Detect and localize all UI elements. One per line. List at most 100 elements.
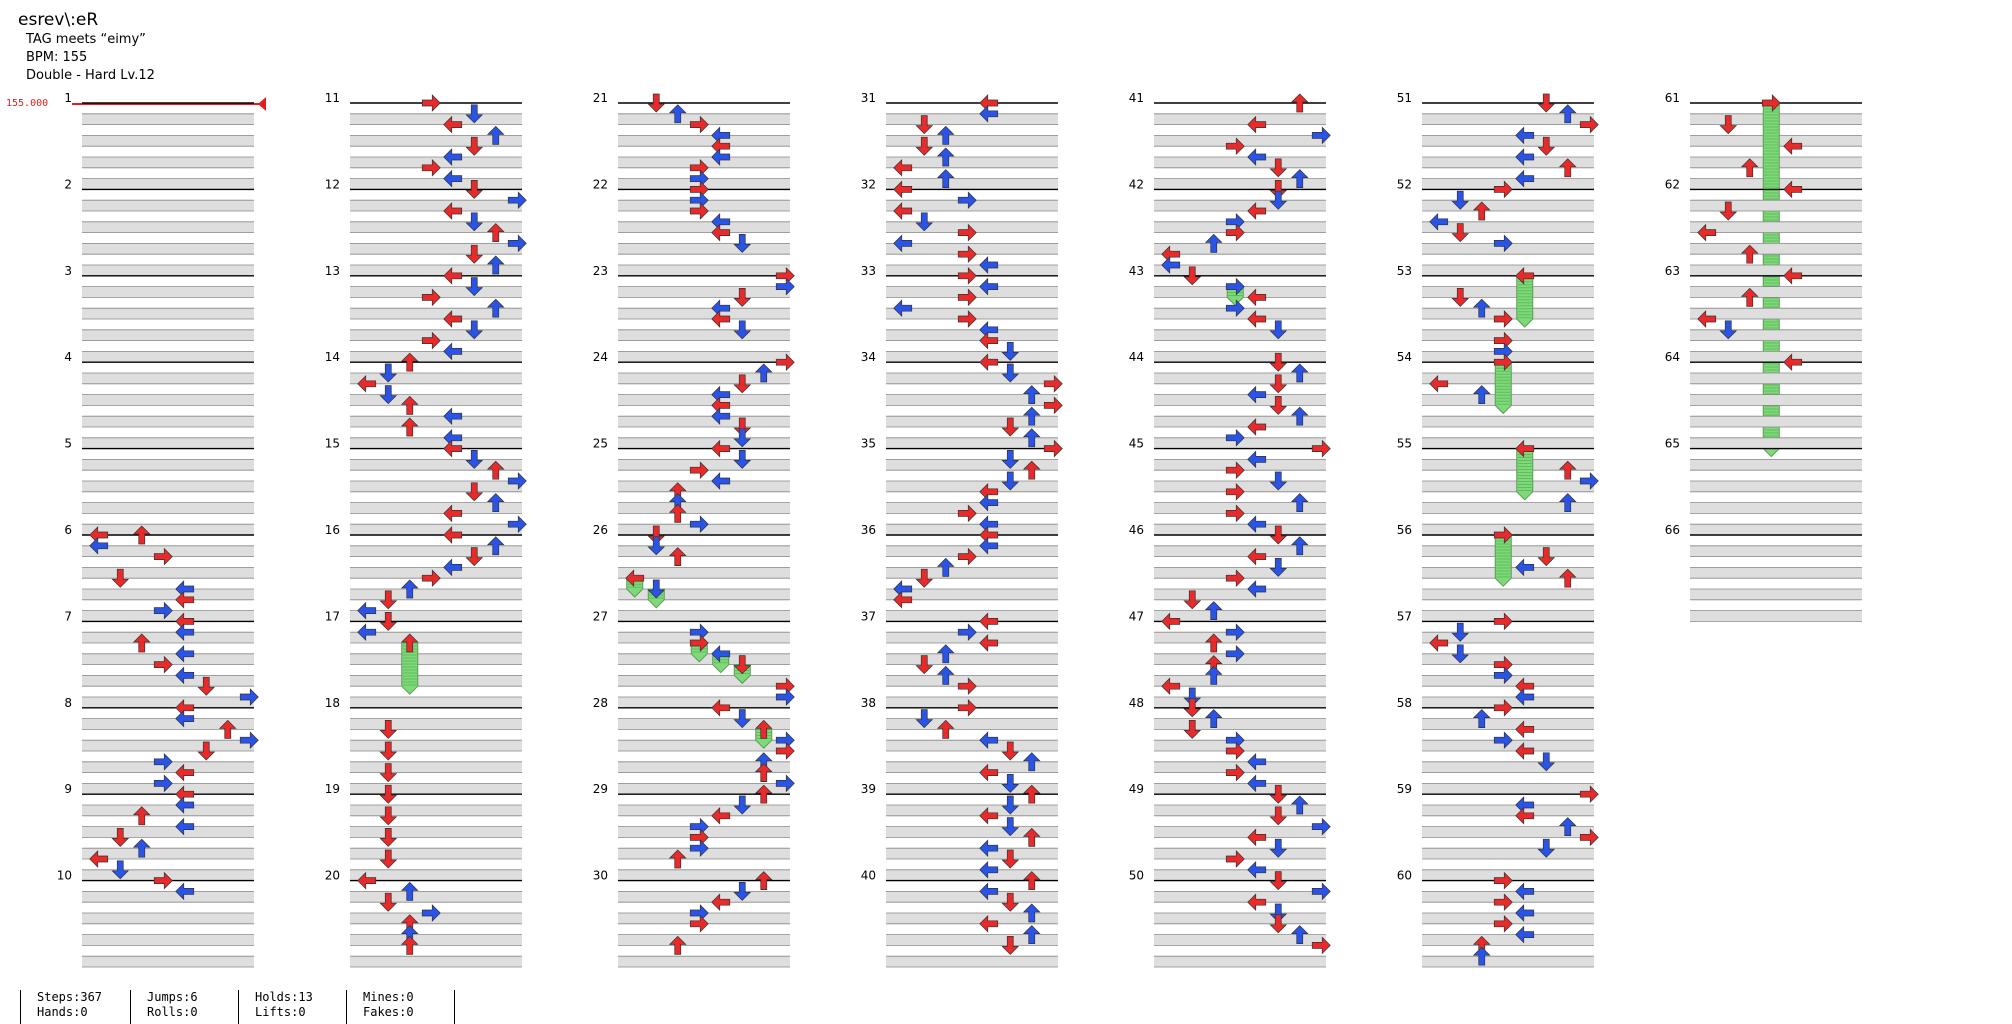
beat-band — [350, 243, 522, 255]
beat-band — [350, 394, 522, 406]
beat-band — [618, 135, 790, 147]
beat-band — [82, 783, 254, 795]
arrow-down-icon — [733, 288, 752, 307]
beat-band — [1154, 869, 1326, 881]
arrow-right-icon — [1043, 396, 1063, 415]
arrow-down-icon — [733, 428, 752, 448]
beat-band — [1422, 826, 1594, 838]
arrow-down-icon — [379, 720, 398, 739]
beat-band — [82, 891, 254, 903]
arrow-left-icon — [1247, 893, 1267, 912]
arrow-up-icon — [1290, 795, 1309, 815]
arrow-right-icon — [957, 547, 977, 566]
arrow-left-icon — [1515, 439, 1535, 458]
beat-band — [1154, 589, 1326, 600]
measure-number: 12 — [325, 177, 340, 191]
beat-band — [618, 157, 790, 168]
arrow-down-icon — [465, 482, 484, 502]
beat-band — [350, 675, 522, 687]
beat-band — [618, 610, 790, 622]
arrow-right-icon — [775, 688, 795, 706]
beat-band — [1690, 567, 1862, 579]
beat-band — [1690, 502, 1862, 514]
rolls-stat: Rolls:0 — [147, 1005, 198, 1019]
arrow-right-icon — [1225, 742, 1245, 760]
arrow-left-icon — [893, 202, 913, 220]
arrow-up-icon — [668, 849, 687, 869]
arrow-down-icon — [915, 655, 934, 675]
beat-band — [618, 178, 790, 190]
arrow-down-icon — [915, 136, 934, 156]
arrow-up-icon — [400, 395, 419, 415]
arrow-right-icon — [957, 288, 977, 307]
arrow-down-icon — [733, 709, 752, 729]
arrow-left-icon — [175, 644, 195, 663]
arrow-left-icon — [1247, 148, 1267, 166]
beat-band — [1154, 956, 1326, 967]
arrow-left-icon — [711, 439, 731, 458]
arrow-down-icon — [1001, 342, 1020, 361]
arrow-down-icon — [379, 612, 398, 631]
bpm-change-marker: 155.000 — [6, 98, 49, 109]
beat-band — [886, 437, 1058, 449]
arrow-left-icon — [443, 266, 463, 285]
arrow-right-icon — [1493, 731, 1513, 750]
beat-band — [350, 221, 522, 233]
arrow-up-icon — [400, 935, 419, 955]
measure-number: 57 — [1397, 609, 1412, 623]
arrow-left-icon — [979, 612, 999, 631]
measure-number: 38 — [861, 696, 876, 710]
beat-band — [350, 956, 522, 967]
arrow-right-icon — [1043, 374, 1063, 393]
beat-band — [82, 221, 254, 233]
measure-number: 51 — [1397, 91, 1412, 105]
beat-band — [1154, 157, 1326, 168]
measure-number: 35 — [861, 437, 876, 451]
arrow-right-icon — [1225, 299, 1245, 318]
measure-number: 18 — [325, 696, 340, 710]
arrow-right-icon — [153, 871, 173, 890]
measure-number: 48 — [1129, 696, 1144, 710]
beat-band — [350, 437, 522, 449]
arrow-left-icon — [893, 234, 913, 253]
arrow-left-icon — [1247, 860, 1267, 879]
beat-band — [1422, 718, 1594, 730]
arrow-left-icon — [175, 796, 195, 814]
arrow-right-icon — [1225, 644, 1245, 663]
arrow-up-icon — [1472, 946, 1491, 966]
arrow-left-icon — [1697, 223, 1717, 242]
beat-band — [618, 826, 790, 838]
beat-band — [1690, 351, 1862, 363]
beat-band — [82, 394, 254, 406]
arrow-up-icon — [1558, 493, 1577, 512]
beat-band — [886, 243, 1058, 255]
arrow-up-icon — [1022, 903, 1041, 923]
arrow-right-icon — [1225, 569, 1245, 588]
arrow-down-icon — [1269, 914, 1288, 934]
arrow-up-icon — [1204, 633, 1223, 653]
measure-number: 34 — [861, 350, 876, 364]
measure-number: 5 — [64, 437, 72, 451]
measure-number: 52 — [1397, 177, 1412, 191]
arrow-right-icon — [507, 234, 527, 253]
arrow-up-icon — [1022, 385, 1041, 404]
beat-band — [618, 416, 790, 427]
arrow-up-icon — [1558, 460, 1577, 480]
arrow-up-icon — [668, 935, 687, 955]
measure-number: 22 — [593, 177, 608, 191]
arrow-down-icon — [379, 828, 398, 847]
holds-stat: Holds:13 — [255, 990, 313, 1004]
beat-band — [618, 675, 790, 687]
measure-number: 40 — [861, 869, 876, 883]
beat-band — [1422, 286, 1594, 298]
arrow-up-icon — [1740, 287, 1759, 307]
beat-band — [618, 459, 790, 471]
beat-band — [82, 826, 254, 838]
arrow-right-icon — [421, 569, 441, 588]
arrow-right-icon — [1493, 698, 1513, 717]
arrow-up-icon — [486, 536, 505, 556]
arrow-left-icon — [443, 439, 463, 458]
arrow-down-icon — [379, 849, 398, 869]
beat-band — [82, 481, 254, 492]
